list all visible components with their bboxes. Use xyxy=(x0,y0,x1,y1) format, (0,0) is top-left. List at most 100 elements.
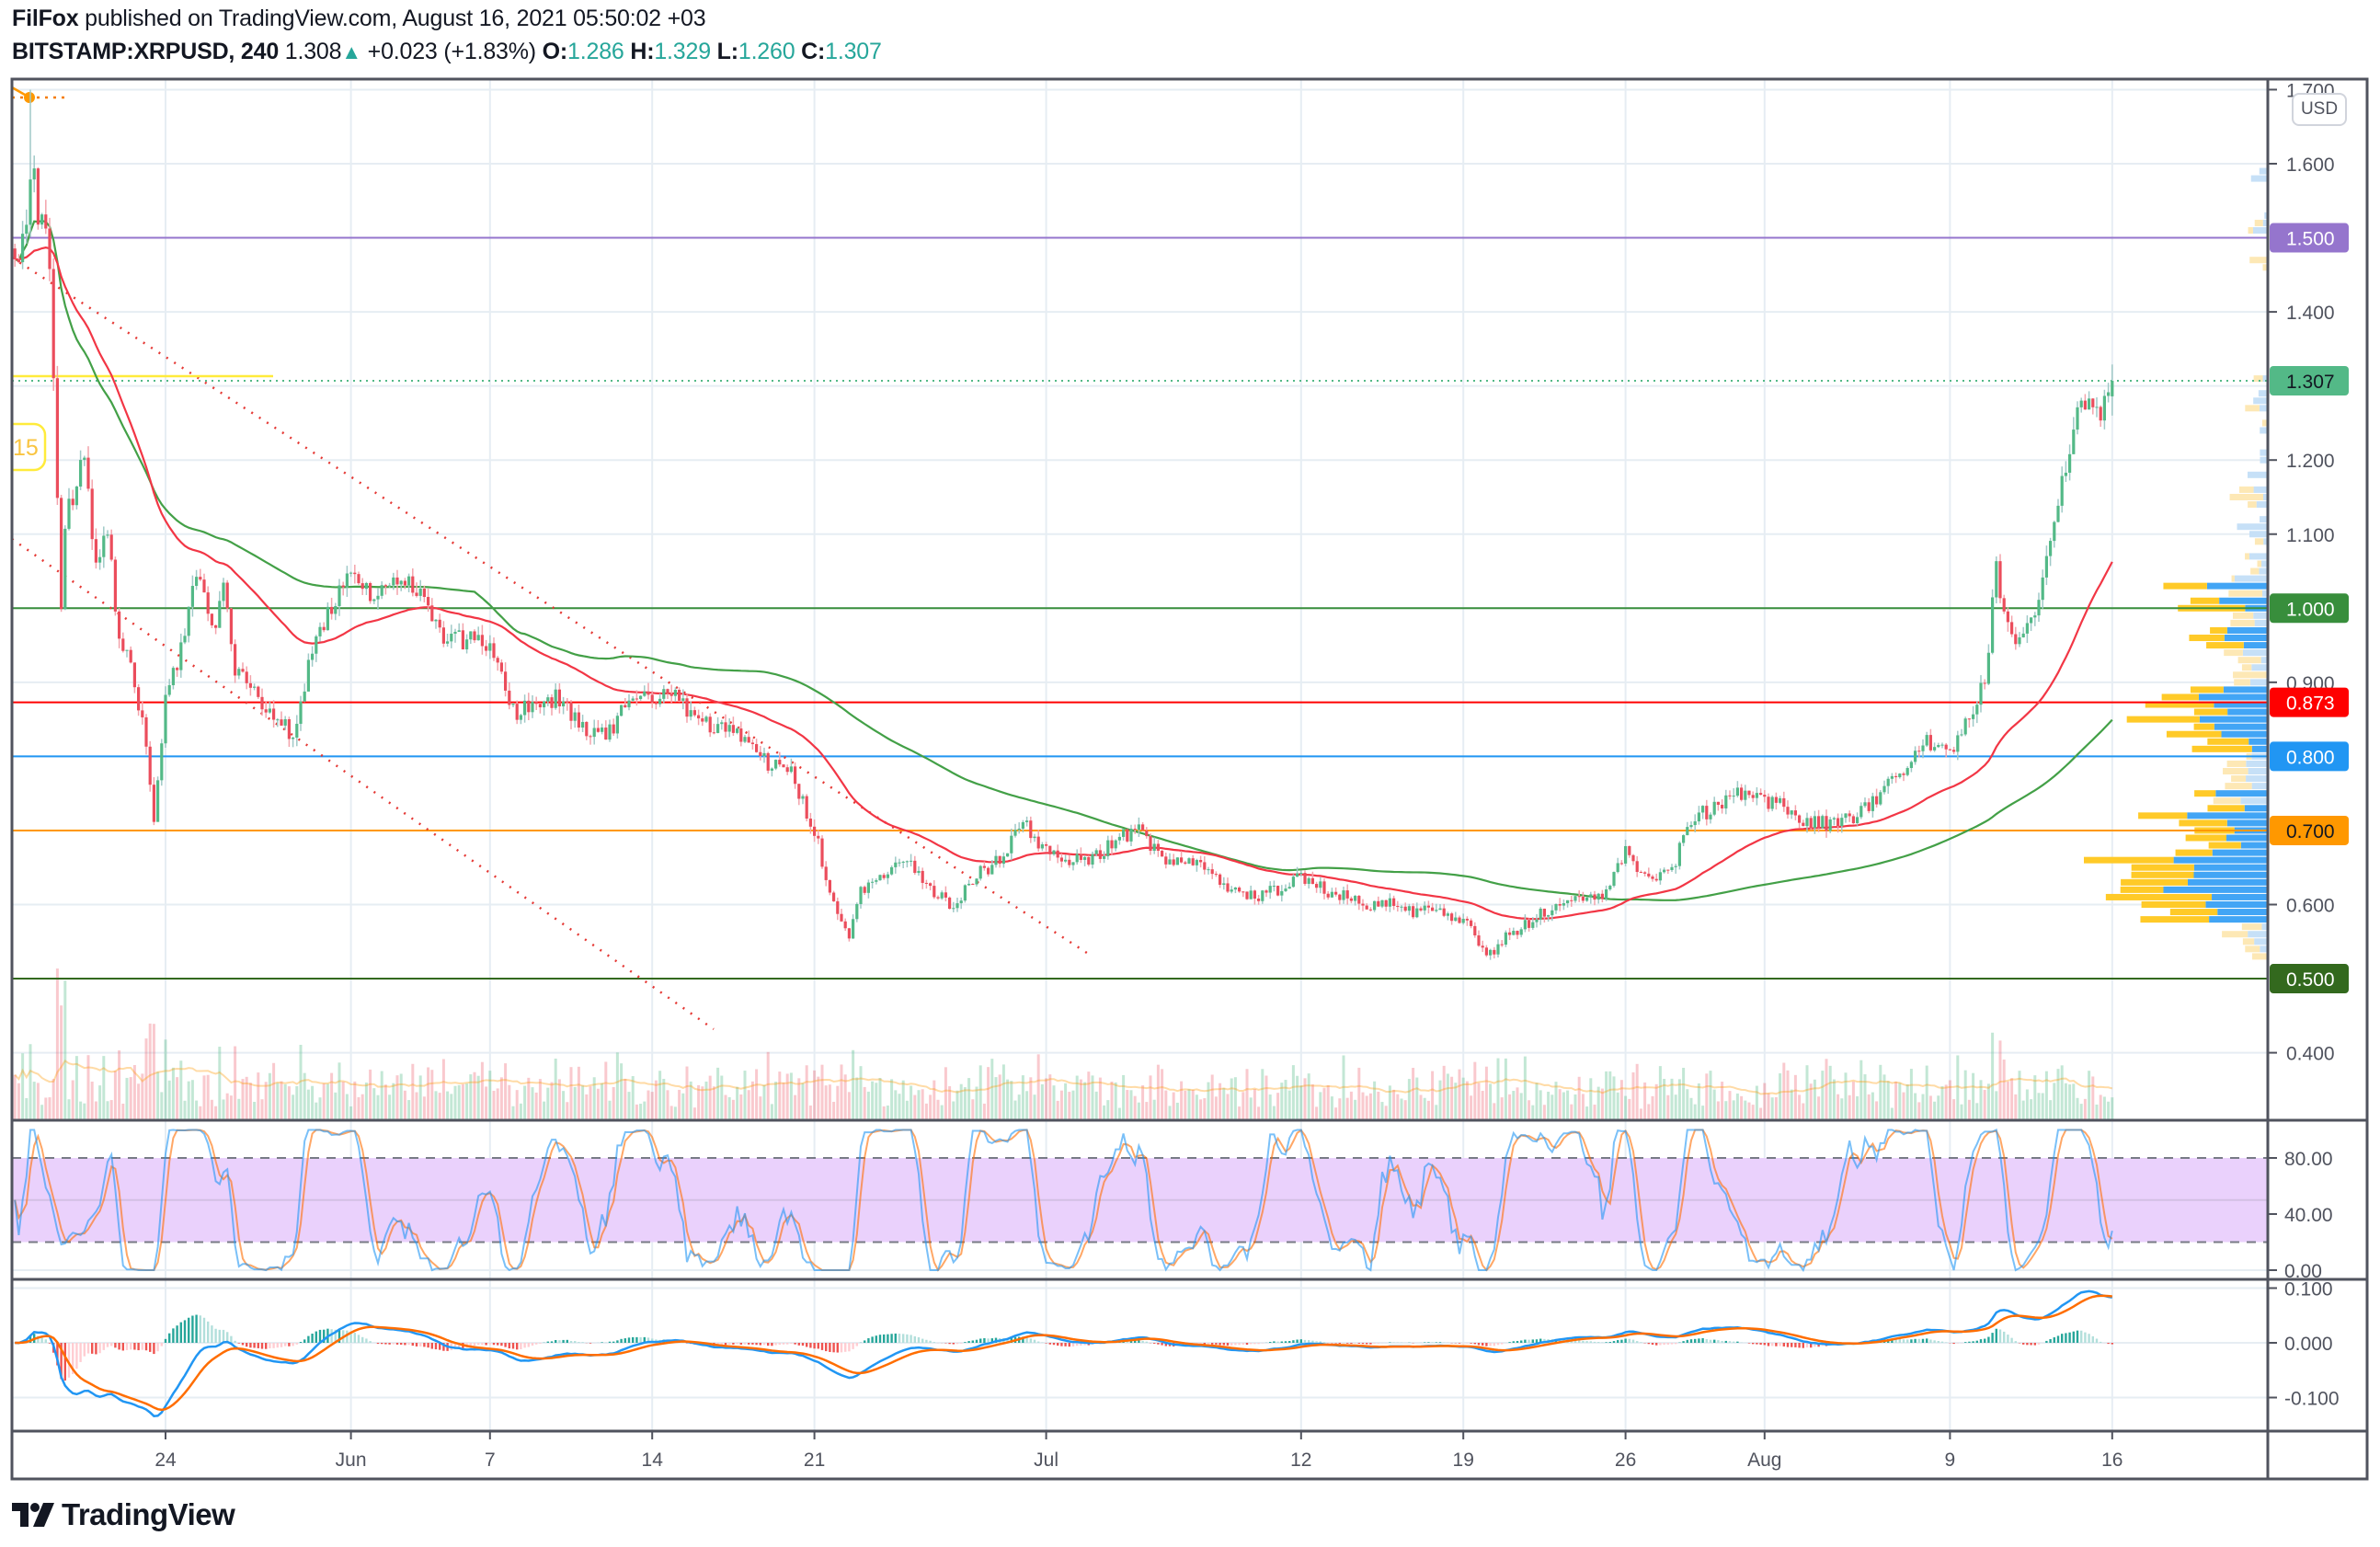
macd-histogram-bar xyxy=(1585,1341,1588,1343)
trendline-upper[interactable] xyxy=(12,256,1093,958)
candle-body xyxy=(620,705,624,716)
candle-body xyxy=(63,528,67,610)
macd-histogram-bar xyxy=(762,1343,766,1346)
volume-profile-up-bar xyxy=(2247,471,2268,478)
macd-histogram-bar xyxy=(388,1343,391,1345)
macd-histogram-bar xyxy=(921,1338,924,1343)
candle-body xyxy=(292,737,295,739)
volume-bar xyxy=(1431,1071,1435,1120)
candle-body xyxy=(403,580,406,586)
macd-histogram-bar xyxy=(44,1339,47,1343)
macd-histogram-bar xyxy=(1048,1343,1051,1345)
price-level-label-bg[interactable] xyxy=(2270,687,2349,717)
price-level-label-bg[interactable] xyxy=(2270,593,2349,624)
macd-histogram-bar xyxy=(855,1343,858,1346)
macd-histogram-bar xyxy=(1605,1342,1608,1343)
candle-body xyxy=(36,168,40,225)
chart-border xyxy=(10,77,2369,1481)
macd-histogram-bar xyxy=(1315,1341,1318,1343)
macd-histogram-bar xyxy=(1991,1333,1994,1343)
drawings[interactable]: 15 xyxy=(2,86,1093,1031)
price-level-label-bg[interactable] xyxy=(2270,815,2349,845)
macd-histogram-bar xyxy=(1929,1339,1932,1343)
volume-bar xyxy=(1396,1094,1400,1120)
macd-histogram-bar xyxy=(1589,1341,1592,1343)
trendline-lower[interactable] xyxy=(12,537,715,1031)
candle-body xyxy=(2072,430,2076,454)
volume-bar xyxy=(1017,1094,1021,1120)
volume-bar xyxy=(71,1080,74,1120)
macd-histogram-bar xyxy=(531,1343,534,1346)
author-name[interactable]: FilFox xyxy=(12,6,79,31)
volume-bar xyxy=(338,1062,341,1120)
macd-histogram-bar xyxy=(2065,1333,2067,1343)
high-marker-connector[interactable] xyxy=(12,86,26,97)
price-level-label: 1.500 xyxy=(2286,229,2335,250)
candle-body xyxy=(450,633,453,642)
price-level-label-bg[interactable] xyxy=(2270,366,2349,396)
macd-histogram-bar xyxy=(1559,1339,1562,1343)
volume-bar xyxy=(137,1083,141,1120)
volume-bar xyxy=(1701,1106,1705,1120)
volume-profile-down-bar xyxy=(2138,812,2188,819)
candle-body xyxy=(1991,597,1995,653)
volume-bar xyxy=(1415,1077,1419,1120)
price-level-label-bg[interactable] xyxy=(2270,741,2349,772)
candle-body xyxy=(132,662,136,688)
volume-bar xyxy=(44,1097,48,1120)
candle-body xyxy=(129,649,132,663)
volume-bar xyxy=(1554,1082,1558,1120)
volume-bar xyxy=(2010,1078,2014,1120)
candle-body xyxy=(167,684,171,695)
candle-body xyxy=(546,697,550,702)
volume-bar xyxy=(1303,1078,1307,1120)
currency-badge[interactable]: USD xyxy=(2292,93,2347,126)
horizontal-levels[interactable] xyxy=(12,236,2268,980)
tradingview-logo[interactable]: TradingView xyxy=(12,1497,235,1532)
volume-bar xyxy=(446,1091,450,1120)
candle-body xyxy=(1423,905,1426,911)
candle-body xyxy=(1276,886,1280,896)
symbol-name[interactable]: BITSTAMP:XRPUSD, 240 xyxy=(12,39,280,64)
price-level-label-bg[interactable] xyxy=(2270,964,2349,994)
volume-bar xyxy=(1689,1097,1693,1120)
drawing-label-box[interactable] xyxy=(2,422,47,472)
volume-bar xyxy=(1983,1090,1986,1120)
volume-profile-down-bar xyxy=(2228,590,2262,597)
volume-bar xyxy=(666,1090,669,1120)
volume-bar xyxy=(499,1077,503,1120)
price-level-label: 0.873 xyxy=(2286,693,2335,715)
volume-bar xyxy=(639,1104,643,1120)
volume-bar xyxy=(1566,1090,1570,1120)
candle-body xyxy=(1168,859,1172,865)
macd-histogram-bar xyxy=(1022,1336,1024,1343)
volume-bar xyxy=(187,1081,190,1120)
volume-bar xyxy=(1628,1098,1631,1120)
volume-bar xyxy=(1203,1098,1207,1120)
volume-bar xyxy=(25,1097,29,1120)
macd-histogram-bar xyxy=(1373,1343,1376,1344)
macd-histogram-bar xyxy=(2003,1331,2006,1343)
candle-body xyxy=(917,870,921,874)
candle-body xyxy=(743,737,747,742)
candle-body xyxy=(229,608,233,645)
macd-histogram-bar xyxy=(1798,1343,1801,1348)
macd-histogram-bar xyxy=(1134,1340,1137,1343)
candle-body xyxy=(681,698,685,701)
volume-bar xyxy=(1751,1105,1755,1120)
candle-body xyxy=(1415,908,1419,918)
candle-body xyxy=(994,855,998,865)
candle-body xyxy=(160,743,164,781)
candle-body xyxy=(1257,899,1261,901)
candle-body xyxy=(113,559,117,612)
price-level-label-bg[interactable] xyxy=(2270,223,2349,253)
macd-histogram-bar xyxy=(1786,1343,1790,1347)
macd-histogram-bar xyxy=(782,1343,785,1345)
volume-bar xyxy=(646,1090,650,1120)
macd-histogram-bar xyxy=(241,1343,245,1346)
high-marker-dot[interactable] xyxy=(24,92,35,103)
candle-body xyxy=(624,705,627,708)
macd-histogram-bar xyxy=(864,1340,866,1343)
volume-bar xyxy=(1651,1095,1654,1120)
